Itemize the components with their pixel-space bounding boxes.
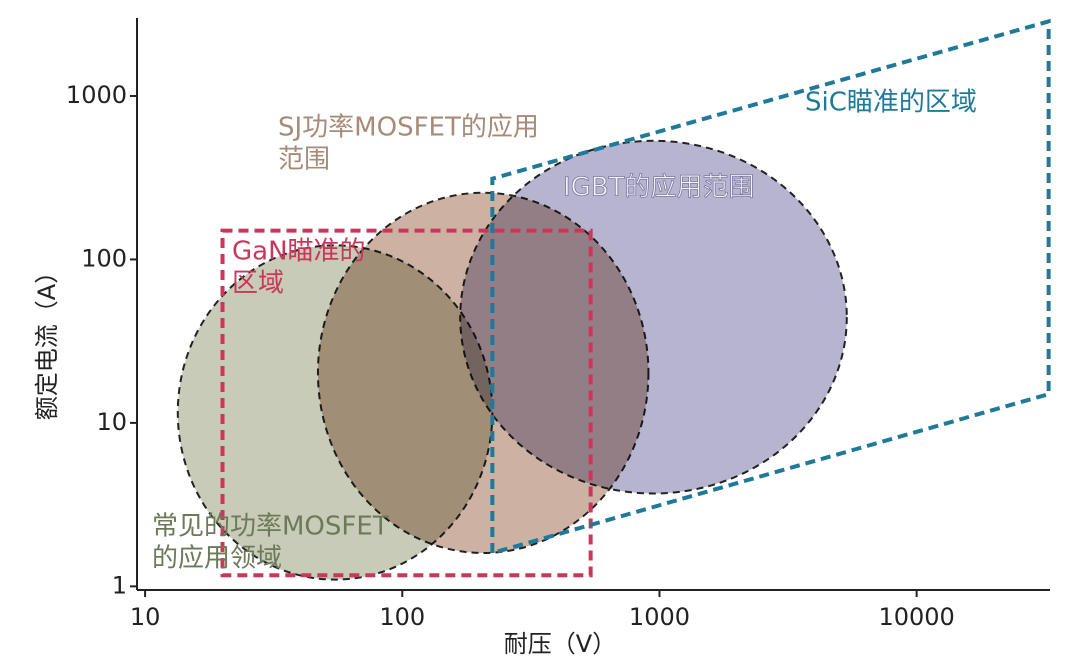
x-tick-label: 10: [130, 603, 161, 631]
region-rect: [220, 228, 593, 578]
region-label: 范围: [278, 145, 330, 175]
y-tick-label: 100: [81, 244, 127, 272]
region-label: 区域: [232, 269, 284, 299]
region-ellipse: [459, 139, 848, 495]
region-label: GaN瞄准的: [232, 237, 366, 267]
region-label: 的应用领域: [152, 544, 282, 574]
x-tick-label: 10000: [878, 603, 954, 631]
region-label: SiC瞄准的区域: [805, 88, 977, 118]
x-tick-label: 100: [379, 603, 425, 631]
y-tick-label: 1: [112, 571, 127, 599]
y-tick-label: 10: [96, 408, 127, 436]
y-tick-label: 1000: [66, 81, 127, 109]
region-label: IGBT的应用范围: [563, 173, 755, 203]
y-axis-title: 额定电流（A）: [33, 260, 61, 420]
region-label: SJ功率MOSFET的应用: [278, 113, 539, 143]
x-axis-title: 耐压（V）: [504, 630, 616, 658]
region-label: 常见的功率MOSFET: [152, 512, 389, 542]
plot-area: [176, 139, 848, 581]
region-polygon: [490, 18, 1051, 556]
x-tick-label: 1000: [629, 603, 690, 631]
